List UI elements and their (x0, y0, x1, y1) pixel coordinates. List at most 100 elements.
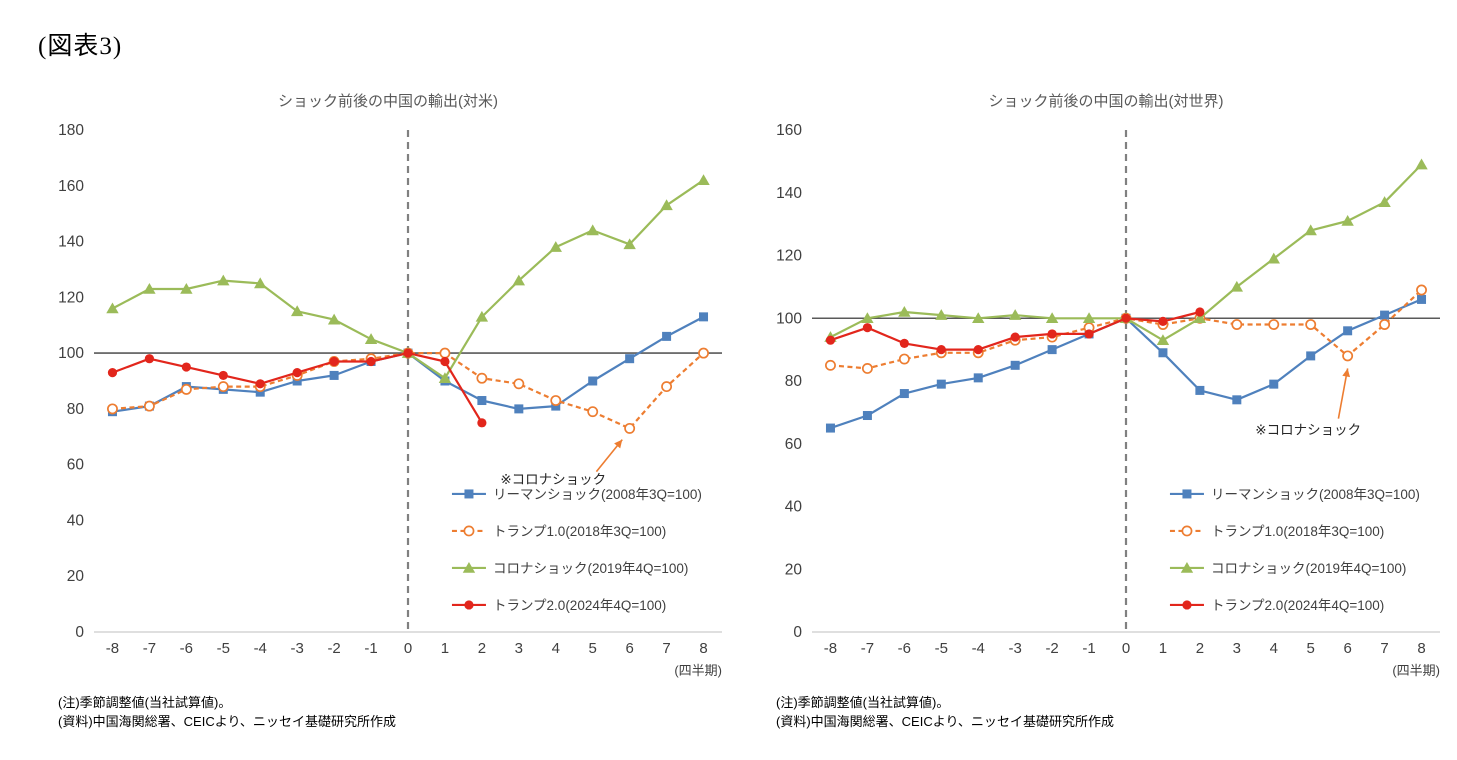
series-2-marker (106, 302, 119, 314)
legend-key-marker-3 (1182, 600, 1192, 610)
series-line-3 (112, 352, 483, 424)
x-tick-label: 2 (1196, 640, 1204, 657)
y-tick-label: 80 (67, 401, 85, 418)
x-tick-label: -7 (861, 640, 874, 657)
series-3-marker (899, 338, 909, 348)
legend-key-marker-2 (462, 561, 476, 573)
x-tick-label: -8 (106, 640, 119, 657)
series-2-marker (1304, 224, 1317, 236)
series-0-marker (1232, 395, 1242, 405)
y-tick-label: 160 (776, 122, 802, 139)
y-tick-label: 60 (785, 436, 803, 453)
series-2-marker (327, 313, 341, 325)
legend-key-marker-3 (464, 600, 474, 610)
x-tick-label: 8 (1417, 640, 1425, 657)
y-tick-label: 0 (793, 624, 802, 641)
y-tick-label: 20 (785, 561, 803, 578)
series-2-marker (623, 238, 636, 250)
series-2-marker (1267, 252, 1280, 264)
y-tick-label: 100 (776, 310, 802, 327)
series-2-marker (697, 174, 710, 185)
legend-label-0: リーマンショック(2008年3Q=100) (493, 487, 702, 502)
series-0-marker (899, 389, 909, 399)
series-2-marker (972, 312, 985, 324)
x-tick-label: -2 (1045, 640, 1058, 657)
x-tick-label: 6 (625, 640, 633, 657)
note-line-2: (資料)中国海関総署、CEICより、ニッセイ基礎研究所作成 (776, 713, 1114, 729)
series-0-marker (329, 370, 339, 380)
y-tick-label: 120 (58, 289, 84, 306)
series-3-marker (1084, 329, 1094, 339)
x-tick-label: -4 (972, 640, 985, 657)
series-2-marker (1415, 158, 1428, 170)
note-line-2: (資料)中国海関総署、CEICより、ニッセイ基礎研究所作成 (58, 713, 396, 729)
series-1-marker (1268, 319, 1280, 330)
series-0-marker (1306, 351, 1316, 361)
series-2-marker (935, 309, 948, 320)
line-chart-exports-to-world: 0 20 40 60 80 100 120 140 160 -8 -7 -6 -5 -4 -3 -2 -1 0 1 2… (776, 122, 1440, 678)
x-tick-label: 8 (699, 640, 707, 657)
series-0-marker (1417, 294, 1427, 304)
x-tick-label: 3 (515, 640, 523, 657)
legend-label-3: トランプ2.0(2024年4Q=100) (1211, 598, 1384, 613)
series-3-marker (1158, 316, 1168, 326)
series-2-marker (1045, 312, 1059, 324)
y-tick-label: 60 (67, 457, 85, 474)
series-1-marker (1305, 319, 1317, 330)
series-3-marker (181, 362, 191, 372)
series-3-marker (825, 335, 836, 345)
annotation-arrowhead (614, 439, 623, 449)
chart-block-exports-to-world: ショック前後の中国の輸出(対世界) 0 20 40 60 80 100 120 140 160-… (756, 90, 1456, 732)
note-line-1: (注)季節調整値(当社試算値)。 (58, 695, 232, 710)
series-1-marker (861, 362, 873, 374)
series-0-marker (1195, 385, 1205, 395)
series-2-marker (290, 305, 304, 317)
x-tick-label: -8 (824, 640, 837, 657)
series-1-marker (476, 372, 488, 384)
annotation-arrowhead (1342, 368, 1351, 378)
x-tick-label: -4 (254, 640, 267, 657)
note-line-1: (注)季節調整値(当社試算値)。 (776, 695, 950, 710)
chart-title-exports-to-us: ショック前後の中国の輸出(対米) (278, 93, 498, 110)
series-1-marker (217, 381, 229, 393)
x-tick-label: 5 (589, 640, 597, 657)
series-0-marker (973, 373, 983, 383)
annotation-arrow (1337, 368, 1349, 419)
legend-key-marker-2 (1180, 561, 1194, 573)
series-0-marker (255, 387, 265, 397)
series-0-marker (292, 376, 302, 386)
legend-key-marker-1 (463, 525, 475, 537)
x-tick-label: -5 (935, 640, 948, 657)
series-1-marker (1231, 319, 1243, 330)
series-0-marker (662, 331, 672, 341)
legend-label-2: コロナショック(2019年4Q=100) (493, 561, 688, 576)
x-tick-label: -2 (327, 640, 340, 657)
series-0-marker (1010, 360, 1020, 370)
series-0-marker (825, 423, 835, 433)
series-3-marker (403, 348, 413, 358)
y-tick-label: 120 (776, 248, 802, 265)
series-3-marker (255, 379, 265, 389)
series-2-marker (364, 333, 378, 344)
series-3-marker (329, 356, 339, 367)
x-tick-label: 0 (404, 640, 412, 657)
x-tick-label: -1 (364, 640, 377, 657)
series-0-marker (1380, 310, 1390, 320)
series-0-marker (477, 396, 487, 406)
series-2-marker (1341, 214, 1354, 226)
series-3-marker (1195, 307, 1205, 317)
series-2-marker (898, 305, 911, 317)
series-2-marker (549, 241, 562, 252)
series-0-marker (1269, 379, 1279, 389)
series-3-marker (936, 345, 946, 355)
y-tick-label: 40 (785, 499, 803, 516)
charts-row: ショック前後の中国の輸出(対米) 0 20 40 60 80 100 120 140 160 18… (38, 90, 1457, 732)
y-tick-label: 80 (785, 373, 803, 390)
annotation-text: ※コロナショック (500, 472, 606, 487)
series-3-marker (477, 418, 487, 428)
y-tick-label: 140 (58, 234, 84, 251)
series-3-marker (1047, 329, 1057, 339)
legend-key-marker-1 (1181, 525, 1193, 537)
x-tick-label: 0 (1122, 640, 1130, 657)
series-line-1 (112, 352, 705, 430)
